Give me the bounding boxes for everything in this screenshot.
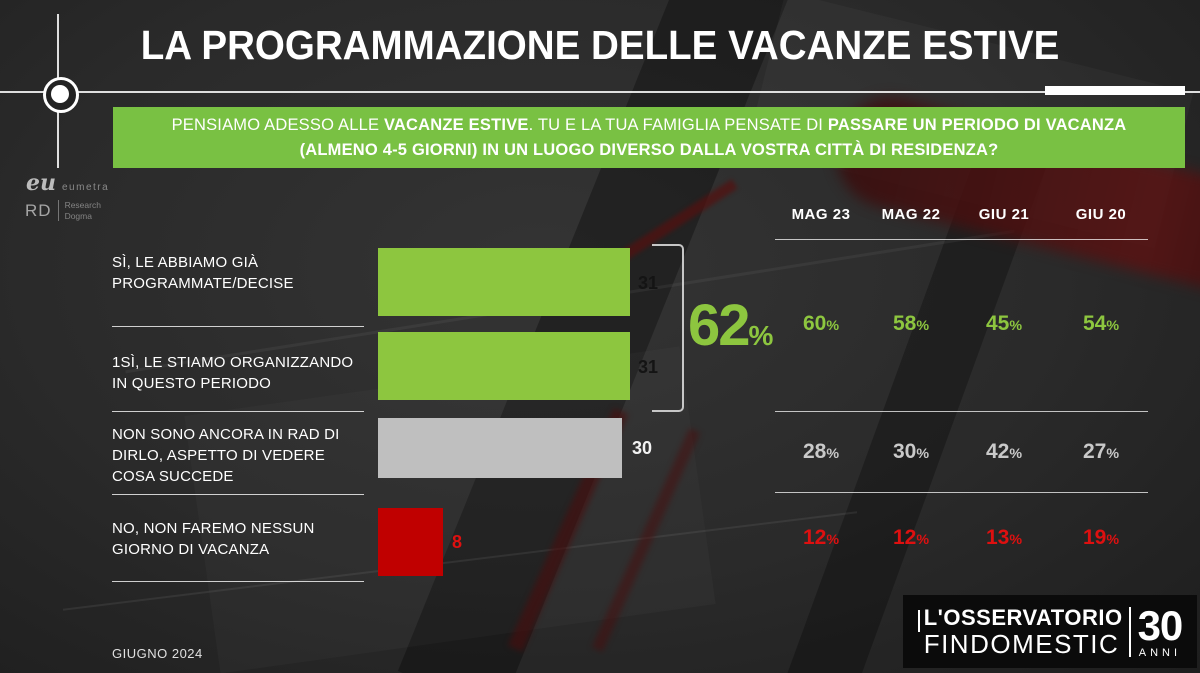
bar-value: 31 (638, 357, 659, 377)
column-header-giu20: GIU 20 (1075, 206, 1127, 223)
brand-line2: FINDOMESTIC (923, 628, 1120, 659)
bar-si-organizzando (378, 332, 630, 400)
rd-logo-name-line2: Dogma (64, 210, 92, 221)
date-label: GIUGNO 2024 (112, 646, 203, 661)
row-label-si-programmate: SÌ, LE ABBIAMO GIÀ PROGRAMMATE/DECISE (112, 254, 294, 292)
column-header-giu21: GIU 21 (978, 206, 1030, 223)
question-banner: PENSIAMO ADESSO ALLE VACANZE ESTIVE. TU … (113, 107, 1185, 168)
history-cell: 30% (892, 440, 930, 463)
history-cell: 45% (985, 312, 1023, 335)
row-divider (112, 581, 364, 582)
table-divider (775, 239, 1148, 240)
history-cell: 58% (892, 312, 930, 335)
eumetra-logo-mark: eu (26, 170, 56, 196)
row-label-non-so-ancora: NON SONO ANCORA IN RAD DI DIRLO, ASPETTO… (112, 426, 340, 485)
row-divider (112, 494, 364, 495)
history-cell: 27% (1082, 440, 1120, 463)
title-underline-accent (1045, 86, 1185, 95)
history-cell: 28% (802, 440, 840, 463)
bar-value: 30 (632, 438, 653, 458)
brand-divider (1128, 606, 1131, 657)
eumetra-logo: eu eumetra (26, 170, 109, 196)
brand-divider (917, 610, 920, 632)
combined-bracket (652, 244, 684, 412)
column-header-mag23: MAG 23 (791, 206, 851, 223)
eumetra-logo-name: eumetra (62, 182, 110, 193)
background-shadow-band (770, 107, 1060, 673)
rd-logo-divider (57, 200, 59, 221)
brand-line1: L'OSSERVATORIO (923, 604, 1123, 630)
question-text: PENSIAMO ADESSO ALLE VACANZE ESTIVE. TU … (171, 115, 1127, 159)
bar-non-so-ancora (378, 418, 622, 478)
history-cell: 12% (802, 526, 840, 549)
history-cell: 54% (1082, 312, 1120, 335)
bar-no-vacanza (378, 508, 443, 576)
history-cell: 19% (1082, 526, 1120, 549)
row-label-si-organizzando: 1SÌ, LE STIAMO ORGANIZZANDO IN QUESTO PE… (112, 354, 354, 392)
bar-value: 31 (638, 273, 659, 293)
table-divider (775, 492, 1148, 493)
brand-anniversary-number: 30 (1137, 601, 1184, 649)
history-cell: 60% (802, 312, 840, 335)
research-dogma-logo: RD Research Dogma (25, 200, 101, 221)
brand-anniversary-label: ANNI (1138, 646, 1182, 659)
history-cell: 42% (985, 440, 1023, 463)
column-header-mag22: MAG 22 (881, 206, 941, 223)
rd-logo-name-line1: Research (64, 200, 101, 211)
combined-total-unit: % (748, 320, 774, 351)
crosshair-dot-icon (51, 85, 69, 103)
title-underline (0, 91, 1200, 93)
page-title: LA PROGRAMMAZIONE DELLE VACANZE ESTIVE (140, 22, 1060, 68)
row-divider (112, 411, 364, 412)
row-divider (112, 326, 364, 327)
history-cell: 12% (892, 526, 930, 549)
rd-logo-mark: RD (25, 200, 52, 220)
history-cell: 13% (985, 526, 1023, 549)
table-divider (775, 411, 1148, 412)
combined-total-value: 62 (688, 293, 750, 358)
bar-value: 8 (452, 532, 463, 552)
findomestic-brand-box: L'OSSERVATORIO FINDOMESTIC 30 ANNI (903, 595, 1197, 668)
combined-total: 62% (688, 292, 773, 359)
bar-si-programmate (378, 248, 630, 316)
row-label-no-vacanza: NO, NON FAREMO NESSUN GIORNO DI VACANZA (112, 520, 315, 558)
